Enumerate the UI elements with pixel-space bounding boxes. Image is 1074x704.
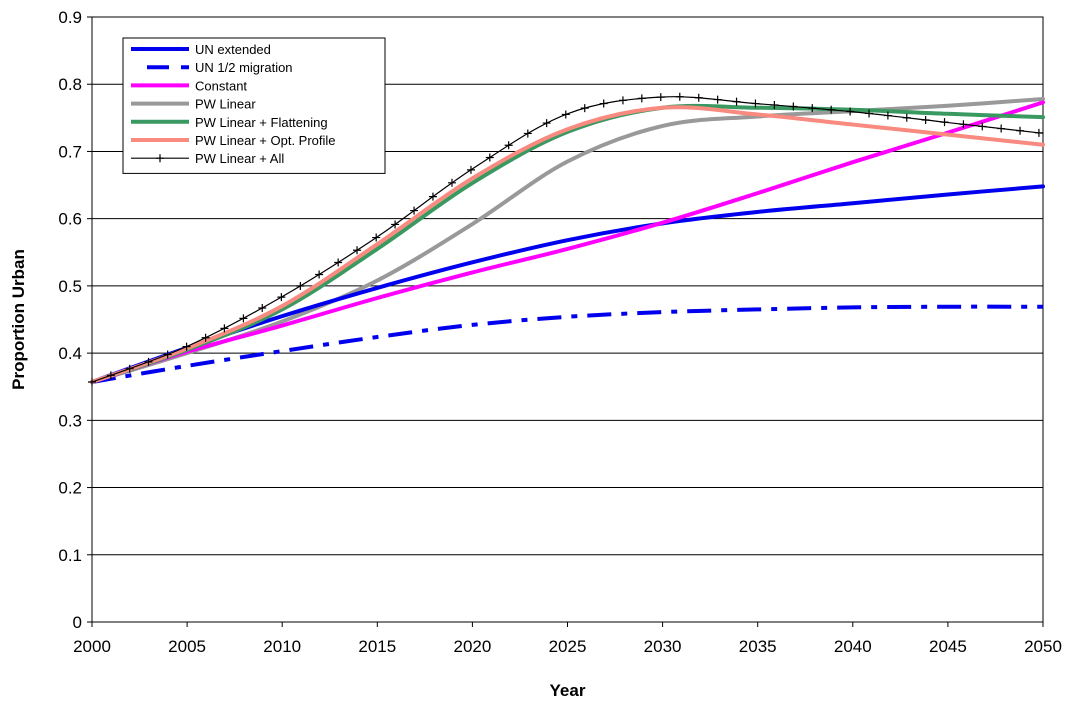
- plus-marker: [846, 107, 855, 116]
- legend-label: PW Linear + All: [195, 151, 284, 166]
- plus-marker: [808, 104, 817, 113]
- plus-marker: [865, 109, 874, 118]
- plus-marker: [883, 111, 892, 120]
- x-tick-label: 2050: [1024, 637, 1062, 656]
- plus-marker: [713, 95, 722, 104]
- plus-marker: [1034, 128, 1043, 137]
- plus-marker: [618, 96, 627, 105]
- plus-marker: [751, 99, 760, 108]
- plus-marker: [637, 94, 646, 103]
- legend-label: PW Linear + Flattening: [195, 115, 328, 130]
- plus-marker: [163, 350, 172, 359]
- x-tick-label: 2030: [644, 637, 682, 656]
- plus-marker: [940, 118, 949, 127]
- legend-label: UN 1/2 migration: [195, 60, 293, 75]
- series-line-4: [90, 103, 1045, 385]
- plus-marker: [1016, 126, 1025, 135]
- plus-marker: [789, 102, 798, 111]
- plus-marker: [372, 233, 381, 242]
- x-axis-title: Year: [550, 681, 586, 700]
- x-tick-label: 2005: [168, 637, 206, 656]
- y-tick-label: 0.4: [58, 344, 82, 363]
- x-tick-label: 2045: [929, 637, 967, 656]
- legend-label: PW Linear: [195, 97, 256, 112]
- plus-marker: [902, 113, 911, 122]
- plus-marker: [978, 122, 987, 131]
- legend-box: [122, 37, 386, 174]
- plus-marker: [88, 378, 96, 387]
- plus-marker: [997, 124, 1006, 133]
- y-axis-title: Proportion Urban: [9, 249, 28, 390]
- plus-marker: [315, 270, 324, 279]
- plus-marker: [410, 206, 419, 215]
- legend-label: Constant: [195, 78, 247, 93]
- plus-marker: [504, 141, 513, 150]
- y-tick-label: 0.5: [58, 277, 82, 296]
- plus-marker: [959, 120, 968, 129]
- plus-marker: [296, 281, 305, 290]
- plus-marker: [353, 246, 362, 255]
- axis-ticks: 0 0.1 0.2 0.3 0.4 0.5 0.6 0.7 0.8 0.9 2000 2005 2010…: [58, 8, 1062, 656]
- plus-marker: [599, 99, 608, 108]
- x-tick-label: 2000: [73, 637, 111, 656]
- x-tick-label: 2035: [739, 637, 777, 656]
- x-tick-label: 2040: [834, 637, 872, 656]
- y-tick-label: 0.7: [58, 142, 82, 161]
- y-tick-label: 0.8: [58, 75, 82, 94]
- legend-marker: [156, 154, 164, 163]
- y-tick-label: 0.3: [58, 411, 82, 430]
- plus-marker: [561, 110, 570, 119]
- legend-label: PW Linear + Opt. Profile: [195, 133, 336, 148]
- plus-marker: [523, 129, 532, 138]
- plus-marker: [694, 93, 703, 102]
- plus-marker: [770, 101, 779, 110]
- plus-marker: [675, 92, 684, 101]
- plus-marker: [391, 220, 400, 229]
- y-tick-label: 0: [73, 613, 82, 632]
- plus-marker: [466, 165, 475, 174]
- plus-marker: [580, 104, 589, 113]
- plus-marker: [125, 364, 134, 373]
- x-tick-label: 2015: [358, 637, 396, 656]
- plus-marker: [827, 105, 836, 114]
- y-tick-label: 0.6: [58, 210, 82, 229]
- series-line-1: [91, 304, 1044, 384]
- series-line-6: [91, 96, 1044, 383]
- plus-marker: [239, 314, 248, 323]
- x-tick-label: 2020: [453, 637, 491, 656]
- x-tick-label: 2025: [549, 637, 587, 656]
- series-line-5: [90, 105, 1045, 385]
- plus-marker: [334, 258, 343, 267]
- series-line-2: [90, 100, 1045, 385]
- plus-marker: [656, 93, 665, 102]
- plus-marker: [921, 115, 930, 124]
- legend-label: UN extended: [195, 42, 271, 57]
- y-tick-label: 0.9: [58, 8, 82, 27]
- plus-marker: [732, 97, 741, 106]
- legend: UN extended UN 1/2 migration Constant PW Li…: [122, 37, 386, 174]
- y-tick-label: 0.2: [58, 479, 82, 498]
- series-layer: [88, 92, 1045, 387]
- plus-marker: [485, 153, 494, 162]
- plus-marker: [201, 333, 210, 342]
- plus-marker: [182, 342, 191, 351]
- series-markers: [88, 92, 1043, 387]
- plus-marker: [220, 324, 229, 333]
- plus-marker: [277, 293, 286, 302]
- plus-marker: [428, 192, 437, 201]
- plus-marker: [447, 178, 456, 187]
- plus-marker: [542, 119, 551, 128]
- plus-marker: [106, 371, 115, 380]
- plus-marker: [144, 357, 153, 366]
- y-tick-label: 0.1: [58, 546, 82, 565]
- plus-marker: [258, 303, 267, 312]
- x-tick-label: 2010: [263, 637, 301, 656]
